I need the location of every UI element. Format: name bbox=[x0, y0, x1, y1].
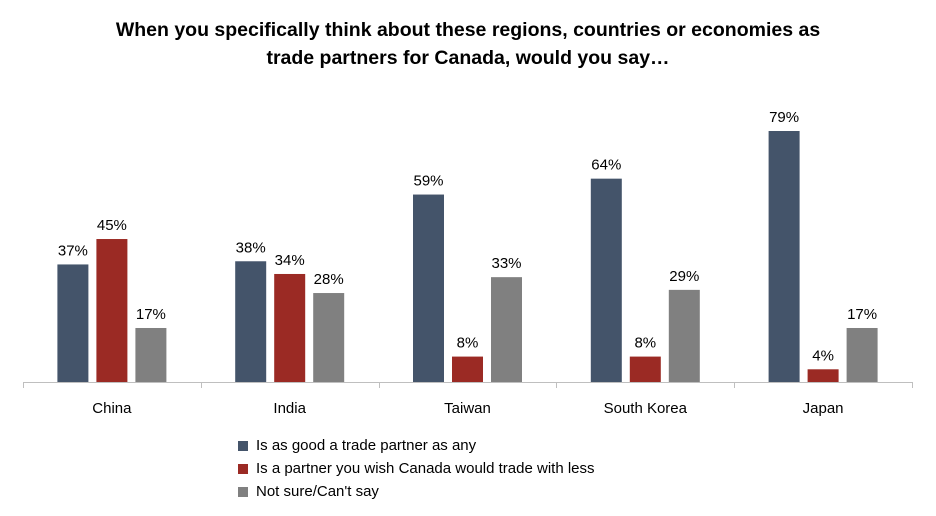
legend-label-not-sure: Not sure/Can't say bbox=[256, 483, 379, 500]
chart-title: When you specifically think about these … bbox=[0, 16, 936, 72]
data-label: 33% bbox=[491, 255, 521, 272]
x-tick-label: China bbox=[92, 400, 132, 417]
data-label: 17% bbox=[847, 306, 877, 323]
legend-item-not-sure: Not sure/Can't say bbox=[238, 480, 595, 503]
data-label: 37% bbox=[58, 242, 88, 259]
chart-title-line-1: When you specifically think about these … bbox=[115, 19, 821, 41]
legend-swatch-good-partner bbox=[238, 440, 248, 451]
bar bbox=[491, 277, 522, 382]
data-label: 79% bbox=[769, 109, 799, 126]
legend-label-trade-less: Is a partner you wish Canada would trade… bbox=[256, 460, 595, 477]
data-label: 34% bbox=[275, 252, 305, 269]
legend-item-trade-less: Is a partner you wish Canada would trade… bbox=[238, 457, 595, 480]
data-label: 45% bbox=[97, 217, 127, 234]
bar bbox=[135, 327, 167, 382]
legend-item-good-partner: Is as good a trade partner as any bbox=[238, 434, 595, 457]
bar bbox=[846, 327, 878, 382]
x-tick-label: Japan bbox=[803, 400, 844, 417]
data-label: 38% bbox=[236, 239, 266, 256]
bar bbox=[313, 293, 345, 382]
bar bbox=[274, 273, 306, 382]
bar bbox=[413, 194, 444, 382]
bar bbox=[768, 131, 800, 382]
bar bbox=[452, 356, 483, 382]
chart-title-line-2: trade partners for Canada, would you say… bbox=[266, 47, 670, 69]
data-label: 17% bbox=[136, 306, 166, 323]
data-label: 29% bbox=[669, 268, 699, 285]
x-tick-label: Taiwan bbox=[444, 400, 491, 417]
legend: Is as good a trade partner as any Is a p… bbox=[238, 434, 595, 503]
legend-swatch-not-sure bbox=[238, 486, 248, 497]
legend-label-good-partner: Is as good a trade partner as any bbox=[256, 437, 477, 454]
data-label: 8% bbox=[634, 335, 656, 352]
bar bbox=[629, 356, 661, 382]
data-label: 28% bbox=[314, 271, 344, 288]
data-label: 4% bbox=[812, 347, 834, 364]
bar bbox=[590, 178, 622, 382]
data-label: 59% bbox=[413, 173, 443, 190]
bar bbox=[57, 264, 89, 382]
legend-swatch-trade-less bbox=[238, 463, 248, 474]
bar bbox=[668, 289, 700, 382]
data-label: 8% bbox=[457, 335, 479, 352]
data-label: 64% bbox=[591, 157, 621, 174]
x-tick-label: India bbox=[273, 400, 306, 417]
bar bbox=[807, 369, 839, 382]
bar bbox=[235, 261, 267, 382]
x-tick-label: South Korea bbox=[604, 400, 688, 417]
bar bbox=[96, 239, 128, 382]
